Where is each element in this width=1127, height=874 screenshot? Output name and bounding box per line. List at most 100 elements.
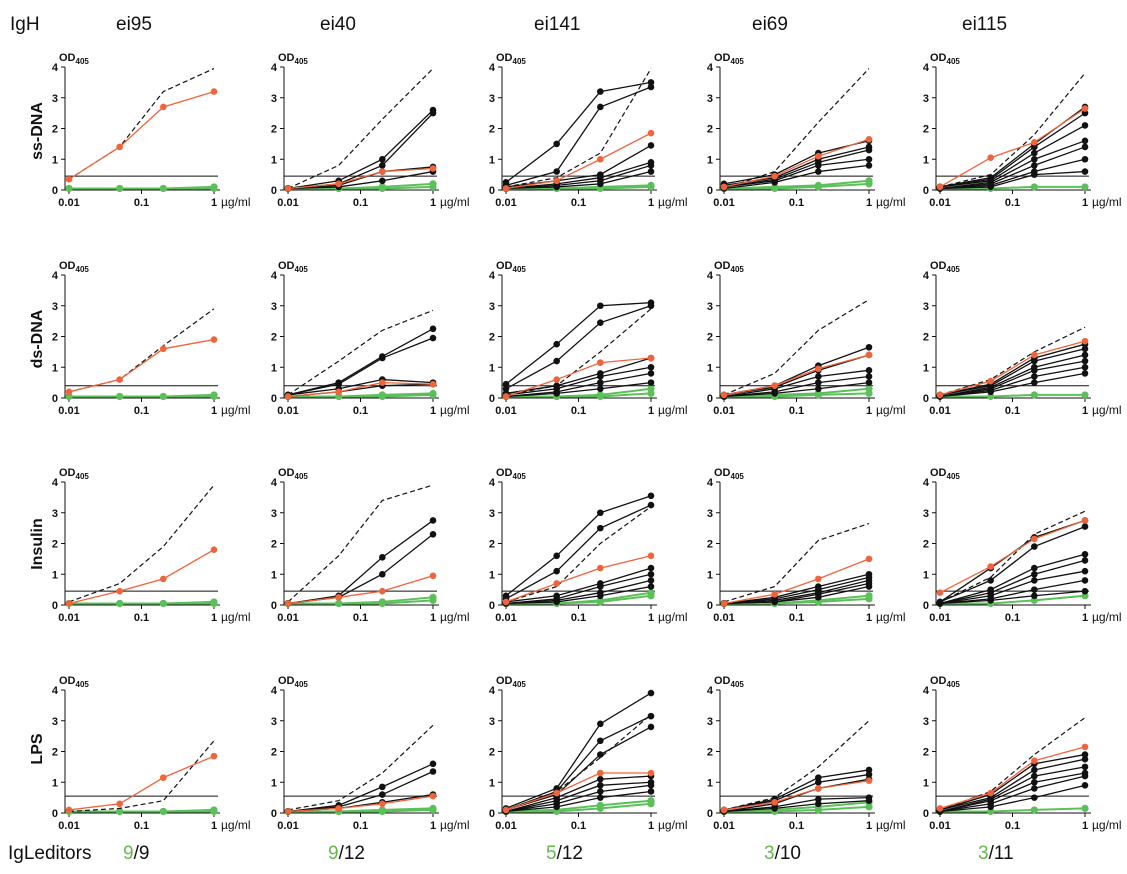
orange-data-point: [502, 185, 510, 192]
black-series-line: [939, 559, 1086, 605]
black-data-point: [429, 517, 437, 524]
x-tick-label: 0.01: [277, 612, 298, 624]
black-series-line: [939, 158, 1086, 190]
green-data-point: [647, 592, 655, 600]
black-data-point: [1081, 772, 1089, 780]
y-axis-label-subscript: 405: [731, 472, 745, 481]
orange-data-point: [936, 183, 944, 191]
orange-data-point: [553, 376, 560, 383]
y-tick-label: 2: [271, 124, 277, 136]
y-tick-label: 4: [271, 62, 278, 74]
x-tick-label: 0.01: [713, 820, 734, 832]
orange-data-point: [210, 546, 218, 553]
x-tick-label: 0.01: [929, 197, 950, 209]
black-series-line: [505, 366, 652, 396]
black-series-line: [939, 124, 1086, 188]
x-tick-label: 1: [1082, 197, 1088, 209]
y-tick-label: 2: [707, 539, 713, 551]
green-data-point: [1081, 391, 1089, 399]
green-data-point: [865, 595, 873, 603]
black-data-point: [379, 162, 386, 169]
green-data-point: [210, 599, 218, 608]
x-unit-label: µg/ml: [876, 403, 906, 417]
y-axis-label: OD405: [930, 260, 960, 274]
orange-data-point: [597, 564, 604, 572]
green-data-point: [865, 803, 873, 811]
orange-data-point: [335, 805, 342, 812]
black-series-line: [939, 784, 1086, 813]
black-series-line: [723, 158, 870, 188]
orange-data-point: [335, 180, 342, 188]
green-data-point: [65, 392, 73, 401]
black-data-point: [1081, 751, 1089, 758]
green-data-point: [771, 184, 779, 193]
y-axis-label-subscript: 405: [513, 472, 527, 481]
green-data-point: [596, 392, 604, 401]
black-data-point: [597, 794, 604, 801]
x-unit-label: µg/ml: [876, 818, 906, 832]
footer-count-ei115: 3/11: [978, 843, 1014, 865]
column-title-ei40: ei40: [320, 14, 356, 35]
orange-data-point: [502, 393, 510, 400]
orange-data-point: [116, 143, 123, 151]
y-tick-label: 0: [707, 600, 713, 612]
black-series-line: [723, 576, 870, 605]
black-data-point: [1081, 557, 1089, 564]
y-tick-label: 2: [52, 332, 58, 344]
orange-data-point: [1081, 337, 1089, 345]
black-data-point: [553, 168, 560, 175]
y-tick-label: 3: [52, 508, 58, 520]
footer-count-total: /12: [556, 843, 583, 864]
black-data-point: [1081, 363, 1089, 371]
green-data-point: [210, 392, 218, 401]
black-series-line: [287, 378, 434, 396]
x-tick-label: 0.01: [495, 197, 516, 209]
black-data-point: [815, 795, 822, 803]
y-axis-label: OD405: [496, 675, 526, 689]
y-axis-label-subscript: 405: [76, 472, 90, 481]
green-series-line: [288, 808, 434, 813]
y-tick-label: 1: [489, 777, 495, 789]
black-series-line: [505, 357, 652, 395]
x-unit-label: µg/ml: [440, 403, 470, 417]
green-data-point: [378, 807, 386, 816]
green-data-point: [596, 598, 604, 606]
orange-data-point: [815, 365, 822, 373]
footer-count-total: /11: [988, 843, 1014, 864]
black-data-point: [815, 168, 822, 175]
y-tick-label: 0: [707, 393, 713, 405]
orange-data-point: [771, 382, 778, 390]
black-series-line: [723, 140, 870, 185]
orange-series-line: [505, 132, 652, 190]
black-data-point: [1031, 367, 1038, 374]
y-axis-label-subscript: 405: [76, 265, 90, 274]
orange-data-point: [936, 805, 944, 812]
orange-data-point: [1081, 743, 1089, 751]
y-tick-label: 4: [52, 477, 59, 489]
black-series-line: [723, 800, 870, 813]
orange-data-point: [502, 806, 510, 814]
x-tick-label: 0.01: [495, 820, 516, 832]
black-series-line: [505, 692, 652, 809]
black-data-point: [647, 162, 655, 169]
black-data-point: [815, 800, 822, 808]
y-tick-label: 0: [489, 185, 495, 197]
orange-data-point: [116, 587, 123, 595]
x-unit-label: µg/ml: [658, 818, 688, 832]
black-series-line: [287, 519, 434, 605]
dashed-reference-line: [939, 72, 1086, 188]
black-series-line: [939, 553, 1086, 605]
orange-series-line: [723, 558, 870, 605]
y-axis-label-subscript: 405: [947, 57, 961, 66]
black-data-point: [865, 583, 873, 590]
black-series-line: [939, 519, 1086, 603]
y-tick-label: 1: [923, 569, 929, 581]
black-data-point: [1081, 755, 1089, 763]
y-axis-label: OD405: [496, 260, 526, 274]
x-tick-label: 1: [430, 197, 436, 209]
y-axis-label: OD405: [714, 467, 744, 481]
dashed-reference-line: [723, 68, 870, 190]
black-data-point: [1081, 109, 1089, 117]
dashed-reference-line: [723, 522, 870, 603]
black-data-point: [865, 146, 873, 154]
